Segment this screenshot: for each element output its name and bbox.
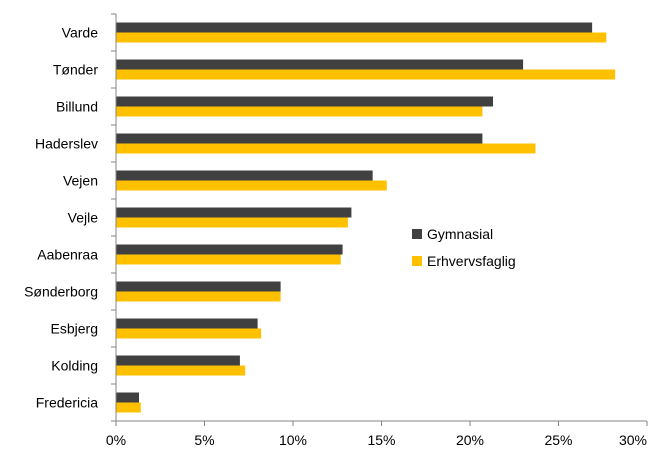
bar-erhvervsfaglig-6 bbox=[116, 254, 341, 265]
category-label: Sønderborg bbox=[24, 284, 98, 300]
x-tick-label: 15% bbox=[367, 432, 395, 448]
bar-gymnasial-2 bbox=[116, 96, 494, 107]
bar-erhvervsfaglig-9 bbox=[116, 365, 246, 376]
x-tick-label: 10% bbox=[279, 432, 307, 448]
bar-erhvervsfaglig-4 bbox=[116, 180, 387, 191]
legend-label-gymnasial: Gymnasial bbox=[427, 226, 493, 242]
labels-layer: Varde Tønder Billund Haderslev Vejen Vejle Aab… bbox=[24, 25, 647, 449]
category-label: Haderslev bbox=[35, 136, 98, 152]
bar-gymnasial-0 bbox=[116, 22, 593, 33]
bar-erhvervsfaglig-5 bbox=[116, 217, 348, 228]
bar-gymnasial-9 bbox=[116, 355, 240, 366]
x-tick-label: 30% bbox=[619, 432, 647, 448]
x-tick-label: 5% bbox=[194, 432, 214, 448]
category-label: Fredericia bbox=[36, 395, 98, 411]
bar-gymnasial-7 bbox=[116, 281, 281, 292]
x-tick-label: 0% bbox=[106, 432, 126, 448]
bar-erhvervsfaglig-2 bbox=[116, 106, 483, 117]
category-label: Billund bbox=[56, 99, 98, 115]
bar-erhvervsfaglig-7 bbox=[116, 291, 281, 302]
category-label: Aabenraa bbox=[37, 247, 98, 263]
category-label: Kolding bbox=[51, 358, 98, 374]
bar-erhvervsfaglig-0 bbox=[116, 32, 607, 43]
category-label: Vejle bbox=[68, 210, 99, 226]
legend-swatch-erhvervsfaglig bbox=[412, 256, 422, 266]
category-label: Varde bbox=[62, 25, 99, 41]
category-label: Vejen bbox=[63, 173, 98, 189]
bar-gymnasial-4 bbox=[116, 170, 373, 181]
bar-gymnasial-8 bbox=[116, 318, 258, 329]
bar-gymnasial-3 bbox=[116, 133, 483, 144]
legend: Gymnasial Erhvervsfaglig bbox=[412, 226, 516, 269]
x-tick-label: 20% bbox=[456, 432, 484, 448]
x-tick-label: 25% bbox=[544, 432, 572, 448]
bar-gymnasial-6 bbox=[116, 244, 343, 255]
bar-erhvervsfaglig-1 bbox=[116, 69, 616, 80]
bar-gymnasial-5 bbox=[116, 207, 352, 218]
bar-erhvervsfaglig-10 bbox=[116, 402, 141, 413]
bar-gymnasial-1 bbox=[116, 59, 524, 70]
legend-label-erhvervsfaglig: Erhvervsfaglig bbox=[427, 253, 516, 269]
bar-gymnasial-10 bbox=[116, 392, 140, 403]
category-label: Tønder bbox=[53, 62, 98, 78]
bar-erhvervsfaglig-8 bbox=[116, 328, 262, 339]
bars-layer bbox=[116, 22, 616, 413]
legend-swatch-gymnasial bbox=[412, 229, 422, 239]
bar-erhvervsfaglig-3 bbox=[116, 143, 536, 154]
axes-layer bbox=[111, 13, 648, 426]
category-label: Esbjerg bbox=[51, 321, 98, 337]
